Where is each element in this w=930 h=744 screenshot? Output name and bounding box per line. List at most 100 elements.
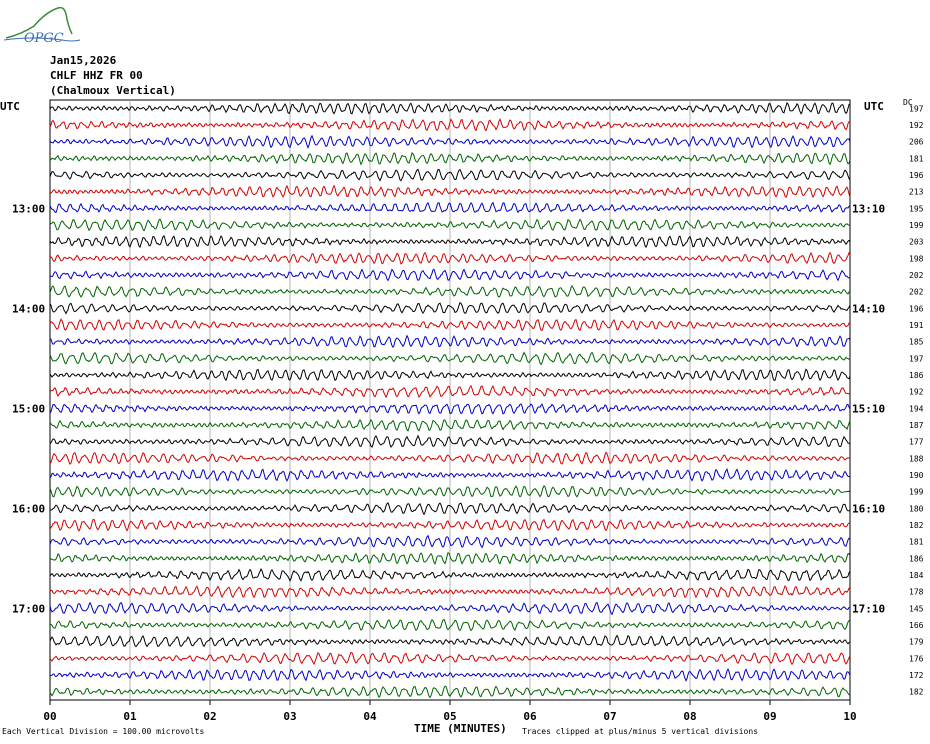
dc-value: 145	[909, 604, 924, 613]
dc-value: 181	[909, 538, 924, 547]
dc-value: 203	[909, 238, 924, 247]
footer-clip-note: Traces clipped at plus/minus 5 vertical …	[522, 727, 759, 736]
dc-value: 172	[909, 671, 924, 680]
left-time-label: 15:00	[12, 402, 45, 415]
trace-line	[49, 101, 851, 115]
trace-line	[49, 351, 851, 366]
trace-line	[49, 218, 851, 232]
trace-line	[49, 152, 851, 166]
x-tick-label: 03	[283, 710, 296, 723]
dc-value: 206	[909, 138, 924, 147]
trace-line	[49, 552, 851, 565]
chart-date: Jan15,2026	[50, 54, 117, 67]
trace-line	[49, 534, 851, 549]
trace-line	[49, 251, 851, 265]
dc-value: 181	[909, 154, 924, 163]
trace-line	[49, 601, 851, 616]
left-time-label: 13:00	[12, 202, 45, 215]
dc-value: 182	[909, 688, 924, 697]
dc-value: 213	[909, 188, 924, 197]
x-tick-label: 00	[43, 710, 56, 723]
dc-value: 198	[909, 254, 924, 263]
trace-line	[49, 651, 851, 666]
logo-text: OPGC	[24, 31, 64, 46]
dc-label: DC	[903, 98, 913, 107]
x-tick-label: 02	[203, 710, 216, 723]
dc-value: 194	[909, 404, 924, 413]
left-time-label: 16:00	[12, 502, 45, 515]
dc-value: 177	[909, 438, 924, 447]
x-tick-label: 05	[443, 710, 456, 723]
trace-line	[49, 334, 851, 349]
trace-line	[49, 434, 851, 448]
trace-line	[49, 685, 851, 699]
trace-line	[49, 234, 851, 249]
opgc-logo: OPGC	[3, 6, 81, 46]
dc-value: 186	[909, 371, 924, 380]
right-time-label: 16:10	[852, 502, 885, 515]
right-time-label: 15:10	[852, 402, 885, 415]
trace-line	[49, 418, 851, 432]
dc-value: 196	[909, 171, 924, 180]
trace-line	[49, 268, 851, 282]
trace-line	[49, 201, 851, 214]
x-tick-label: 08	[683, 710, 696, 723]
dc-value: 192	[909, 388, 924, 397]
trace-line	[49, 585, 851, 599]
x-tick-label: 04	[363, 710, 377, 723]
left-time-label: 17:00	[12, 602, 45, 615]
x-tick-label: 09	[763, 710, 776, 723]
x-tick-label: 06	[523, 710, 537, 723]
dc-value: 185	[909, 338, 924, 347]
dc-value: 196	[909, 304, 924, 313]
trace-line	[49, 518, 851, 532]
x-tick-label: 10	[843, 710, 856, 723]
trace-line	[49, 118, 851, 132]
trace-line	[49, 368, 851, 382]
dc-value: 187	[909, 421, 924, 430]
trace-line	[49, 502, 851, 516]
dc-value: 188	[909, 454, 924, 463]
dc-value: 178	[909, 588, 924, 597]
trace-line	[49, 668, 851, 682]
dc-value: 202	[909, 288, 924, 297]
left-time-label: 14:00	[12, 302, 45, 315]
dc-value: 190	[909, 471, 924, 480]
trace-line	[49, 451, 851, 466]
footer-scale-note: Each Vertical Division = 100.00 microvol…	[2, 727, 205, 736]
dc-value: 195	[909, 204, 924, 213]
trace-line	[49, 384, 851, 399]
right-time-label: 14:10	[852, 302, 885, 315]
dc-value: 186	[909, 554, 924, 563]
trace-line	[49, 318, 851, 332]
dc-value: 176	[909, 654, 924, 663]
station-location: (Chalmoux Vertical)	[50, 84, 176, 97]
dc-value: 202	[909, 271, 924, 280]
dc-value: 197	[909, 354, 924, 363]
trace-line	[49, 168, 851, 182]
dc-value: 199	[909, 488, 924, 497]
utc-right-label: UTC	[864, 100, 884, 113]
dc-value: 180	[909, 504, 924, 513]
trace-line	[49, 618, 851, 632]
trace-line	[49, 468, 851, 482]
dc-value: 199	[909, 221, 924, 230]
x-axis-label: TIME (MINUTES)	[414, 722, 507, 735]
x-tick-label: 01	[123, 710, 137, 723]
dc-value: 166	[909, 621, 924, 630]
station-code: CHLF HHZ FR 00	[50, 69, 143, 82]
dc-value: 179	[909, 638, 924, 647]
dc-value: 182	[909, 521, 924, 530]
trace-line	[49, 634, 851, 648]
trace-line	[49, 134, 851, 149]
dc-value: 191	[909, 321, 924, 330]
x-tick-label: 07	[603, 710, 616, 723]
dc-value: 197	[909, 104, 924, 113]
trace-line	[49, 184, 851, 199]
right-time-label: 13:10	[852, 202, 885, 215]
right-time-label: 17:10	[852, 602, 885, 615]
trace-line	[49, 403, 851, 415]
trace-line	[49, 568, 851, 582]
trace-line	[49, 301, 851, 315]
